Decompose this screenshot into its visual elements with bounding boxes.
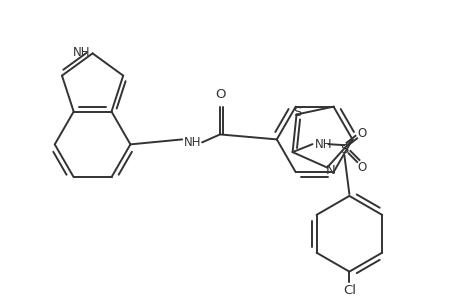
Text: NH: NH [314,138,331,151]
Text: O: O [357,160,366,174]
Text: N: N [325,164,334,177]
Text: S: S [293,106,301,119]
Text: NH: NH [183,136,201,149]
Text: O: O [214,88,225,100]
Text: O: O [357,127,366,140]
Text: Cl: Cl [342,284,355,297]
Text: NH: NH [73,46,90,59]
Text: S: S [340,142,348,156]
